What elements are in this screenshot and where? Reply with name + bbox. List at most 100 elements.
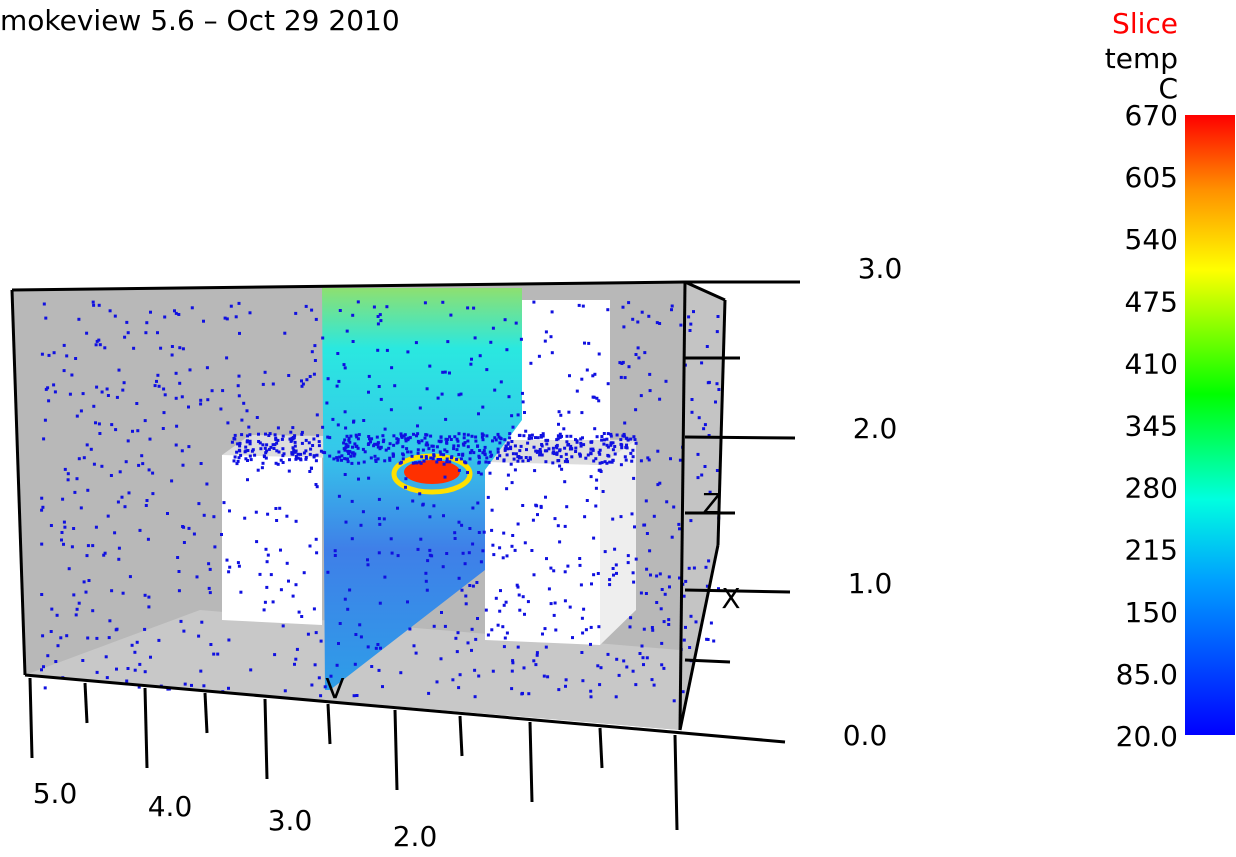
particle [310, 467, 313, 470]
particle [48, 354, 51, 357]
particle [444, 418, 447, 421]
particle [313, 607, 316, 610]
particle [40, 668, 43, 671]
particle [672, 506, 675, 509]
particle [315, 318, 318, 321]
particle [678, 527, 681, 530]
particle [255, 511, 258, 514]
particle [642, 663, 645, 666]
particle [408, 628, 411, 631]
particle [682, 690, 685, 693]
particle [135, 402, 138, 405]
particle [131, 644, 134, 647]
particle [285, 515, 288, 518]
particle [613, 548, 616, 551]
particle [411, 500, 414, 503]
particle [574, 447, 577, 450]
particle [316, 454, 319, 457]
particle [710, 622, 713, 625]
particle [88, 579, 91, 582]
particle [310, 684, 313, 687]
particle [366, 558, 369, 561]
particle [463, 433, 466, 436]
particle [640, 394, 643, 397]
particle [450, 438, 453, 441]
particle [240, 419, 243, 422]
particle [602, 443, 605, 446]
particle [498, 454, 501, 457]
particle [378, 523, 381, 526]
particle [474, 695, 477, 698]
particle [264, 371, 267, 374]
particle [595, 479, 598, 482]
particle [432, 445, 435, 448]
particle [544, 496, 547, 499]
particle [297, 453, 300, 456]
particle [343, 457, 346, 460]
particle [590, 475, 593, 478]
particle [417, 448, 420, 451]
particle [546, 675, 549, 678]
particle [188, 527, 191, 530]
particle [176, 556, 179, 559]
particle [517, 523, 520, 526]
particle [549, 567, 552, 570]
particle [235, 451, 238, 454]
particle [401, 445, 404, 448]
particle [193, 533, 196, 536]
particle [536, 654, 539, 657]
particle [598, 353, 601, 356]
particle [511, 481, 514, 484]
particle [468, 551, 471, 554]
colorbar-quantity: temp [1105, 42, 1178, 75]
particle [305, 305, 308, 308]
particle [410, 451, 413, 454]
particle [316, 434, 319, 437]
particle [485, 609, 488, 612]
particle [144, 331, 147, 334]
particle [444, 625, 447, 628]
particle [596, 664, 599, 667]
particle [695, 620, 698, 623]
particle [514, 444, 517, 447]
particle [313, 456, 316, 459]
particle [456, 448, 459, 451]
particle [360, 524, 363, 527]
particle [531, 434, 534, 437]
particle [257, 440, 260, 443]
particle [173, 309, 176, 312]
particle [248, 433, 251, 436]
particle [277, 426, 280, 429]
particle [326, 436, 329, 439]
particle [156, 331, 159, 334]
particle [468, 584, 471, 587]
particle [628, 365, 631, 368]
particle [127, 667, 130, 670]
particle [309, 545, 312, 548]
particle [311, 444, 314, 447]
colorbar-label: 150 [1125, 596, 1178, 629]
particle [565, 458, 568, 461]
particle [376, 349, 379, 352]
particle [423, 460, 426, 463]
particle [289, 431, 292, 434]
particle [397, 438, 400, 441]
particle [337, 642, 340, 645]
particle [273, 447, 276, 450]
particle [526, 442, 529, 445]
particle [50, 524, 53, 527]
particle [318, 444, 321, 447]
particle [146, 499, 149, 502]
particle [223, 501, 226, 504]
particle [344, 473, 347, 476]
particle [376, 643, 379, 646]
particle [637, 346, 640, 349]
particle [272, 600, 275, 603]
particle [143, 628, 146, 631]
particle [318, 676, 321, 679]
particle [227, 687, 230, 690]
particle [93, 463, 96, 466]
y-tick [205, 693, 207, 733]
axis-letter: Z [702, 487, 721, 520]
particle [406, 600, 409, 603]
